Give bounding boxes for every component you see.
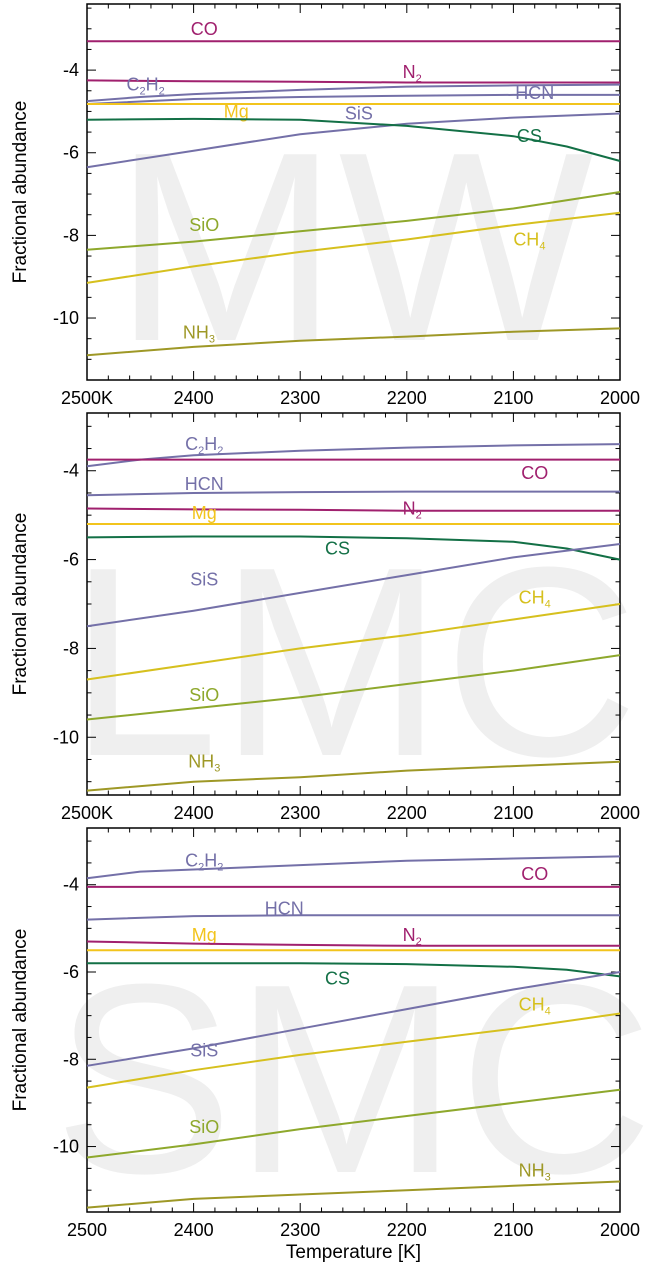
series-label-co: CO [521,463,548,483]
series-label-mg: Mg [224,101,249,121]
x-tick-label: 2300 [280,388,320,408]
x-tick-label: 2100 [493,1220,533,1240]
series-label-sis: SiS [345,103,373,123]
y-tick-label: -8 [63,1049,79,1069]
y-axis-title: Fractional abundance [10,513,31,696]
series-label-hcn: HCN [515,83,554,103]
series-line-nh3 [86,327,621,357]
x-tick-label: 2000 [600,1220,640,1240]
series-line-sio [86,654,621,721]
x-tick-label: 2200 [387,1220,427,1240]
series-label-sis: SiS [190,1041,218,1061]
series-label-cs: CS [325,969,350,989]
series-line-ch4 [86,1012,621,1089]
series-label-mg: Mg [192,503,217,523]
y-tick-label: -6 [63,962,79,982]
y-tick-label: -4 [63,60,79,80]
series-line-nh3 [86,1180,621,1209]
watermark-text: LMC [68,512,638,813]
y-tick-label: -6 [63,143,79,163]
x-tick-label: 2400 [174,388,214,408]
y-tick-label: -10 [53,1137,79,1157]
x-tick-label: 2500K [61,388,113,408]
series-label-nh3: NH3 [188,752,220,775]
y-axis-title: Fractional abundance [10,101,31,284]
series-line-c2h2 [86,83,621,103]
series-label-c2h2: C2H2 [185,851,223,874]
series-label-n2: N2 [403,925,422,948]
series-label-cs: CS [325,538,350,558]
x-tick-label: 2500K [61,803,113,823]
x-tick-label: 2000 [600,803,640,823]
series-line-ch4 [86,603,621,681]
x-tick-label: 2300 [280,803,320,823]
series-label-hcn: HCN [265,899,304,919]
series-label-sis: SiS [190,570,218,590]
series-label-sio: SiO [189,1117,219,1137]
series-label-cs: CS [517,126,542,146]
series-label-mg: Mg [192,925,217,945]
series-line-cs [86,117,621,162]
y-tick-label: -4 [63,461,79,481]
y-tick-label: -10 [53,308,79,328]
x-tick-label: 2100 [493,388,533,408]
watermark-text: SMC [54,929,648,1230]
series-line-sis [86,543,621,628]
series-label-ch4: CH4 [513,230,545,253]
series-label-n2: N2 [403,499,422,522]
series-line-n2 [86,507,620,512]
y-tick-label: -10 [53,727,79,747]
series-label-nh3: NH3 [519,1161,551,1184]
series-label-c2h2: C2H2 [185,434,223,457]
series-line-n2 [86,79,620,84]
series-line-c2h2 [86,855,621,880]
x-tick-label: 2300 [280,1220,320,1240]
y-axis-title: Fractional abundance [10,929,31,1112]
series-line-sio [86,1088,621,1159]
series-label-co: CO [191,19,218,39]
x-tick-label: 2200 [387,803,427,823]
series-line-cs [86,535,621,561]
series-label-ch4: CH4 [519,587,551,610]
x-tick-label: 2500 [67,1220,107,1240]
series-label-hcn: HCN [185,474,224,494]
y-tick-label: -8 [63,225,79,245]
series-line-sis [86,971,621,1067]
plot-frame [86,827,621,1213]
x-tick-label: 2400 [174,803,214,823]
series-label-c2h2: C2H2 [127,75,165,98]
series-line-sis [86,112,621,169]
series-line-ch4 [86,211,621,284]
x-tick-label: 2000 [600,388,640,408]
series-line-nh3 [86,760,621,792]
series-label-sio: SiO [189,215,219,235]
x-tick-label: 2400 [174,1220,214,1240]
series-label-sio: SiO [189,685,219,705]
series-line-hcn [86,914,620,921]
x-tick-label: 2200 [387,388,427,408]
series-line-hcn [86,490,620,497]
series-label-nh3: NH3 [183,322,215,345]
series-line-sio [86,191,621,251]
y-tick-label: -6 [63,550,79,570]
series-line-hcn [86,93,620,105]
series-line-cs [87,962,621,978]
x-tick-label: 2100 [493,803,533,823]
x-axis-title: Temperature [K] [286,1242,421,1263]
y-tick-label: -8 [63,638,79,658]
series-line-n2 [86,940,620,947]
y-tick-label: -4 [63,875,79,895]
series-label-ch4: CH4 [519,995,551,1018]
series-label-co: CO [521,864,548,884]
series-label-n2: N2 [403,62,422,85]
